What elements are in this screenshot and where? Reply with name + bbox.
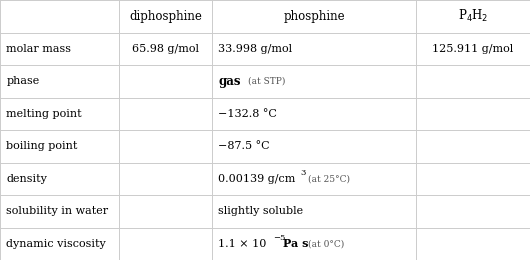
Text: (at 0°C): (at 0°C)	[308, 239, 344, 248]
Text: phase: phase	[6, 76, 40, 86]
Text: −132.8 °C: −132.8 °C	[218, 109, 277, 119]
Text: 33.998 g/mol: 33.998 g/mol	[218, 44, 293, 54]
Text: boiling point: boiling point	[6, 141, 78, 151]
Text: (at 25°C): (at 25°C)	[308, 174, 350, 183]
Text: molar mass: molar mass	[6, 44, 72, 54]
Text: slightly soluble: slightly soluble	[218, 206, 304, 216]
Text: Pa s: Pa s	[283, 238, 308, 249]
Text: density: density	[6, 174, 47, 184]
Text: phosphine: phosphine	[283, 10, 345, 23]
Text: 1.1 × 10: 1.1 × 10	[218, 239, 267, 249]
Text: 0.00139 g/cm: 0.00139 g/cm	[218, 174, 296, 184]
Text: gas: gas	[218, 75, 241, 88]
Text: diphosphine: diphosphine	[129, 10, 202, 23]
Text: solubility in water: solubility in water	[6, 206, 109, 216]
Text: P$_4$H$_2$: P$_4$H$_2$	[458, 8, 488, 24]
Text: dynamic viscosity: dynamic viscosity	[6, 239, 106, 249]
Text: (at STP): (at STP)	[248, 77, 285, 86]
Text: 65.98 g/mol: 65.98 g/mol	[132, 44, 199, 54]
Text: 125.911 g/mol: 125.911 g/mol	[432, 44, 514, 54]
Text: 3: 3	[301, 169, 306, 177]
Text: −5: −5	[273, 234, 286, 242]
Text: melting point: melting point	[6, 109, 82, 119]
Text: −87.5 °C: −87.5 °C	[218, 141, 270, 151]
